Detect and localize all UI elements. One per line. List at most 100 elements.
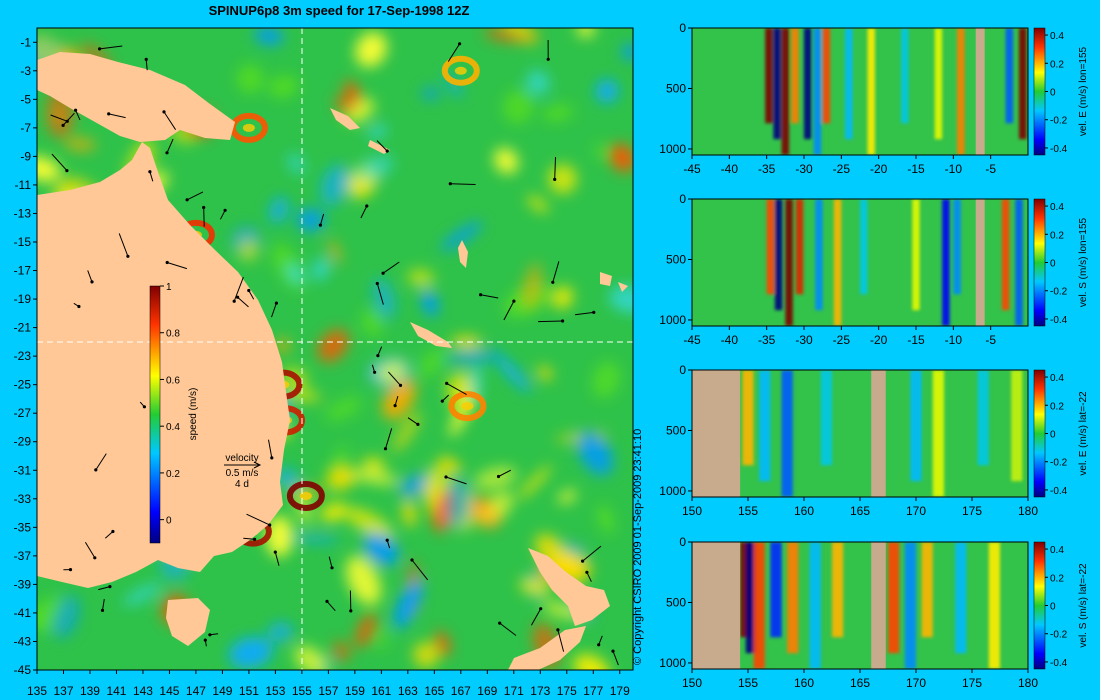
map-x-tick-label: 137 (53, 684, 73, 698)
section-y-tick-label: 0 (679, 363, 686, 377)
velocity-arrow (208, 633, 219, 637)
section-x-tick-label: -10 (945, 333, 963, 347)
map-x-tick-label: 163 (398, 684, 418, 698)
velocity-arrow (84, 541, 97, 560)
section-x-tick-label: 150 (682, 504, 702, 518)
velocity-legend-duration: 4 d (235, 479, 249, 490)
section-panel-2: -45 -40 -35 -30 -25 -20 -15 -10 -5 0 500 1000 0.4 0.2… (659, 192, 1089, 347)
map-x-tick-label: 135 (27, 684, 47, 698)
velocity-arrow (349, 590, 353, 613)
section-band (845, 28, 853, 140)
map-y-tick-label: -9 (20, 149, 31, 163)
section-band (765, 28, 773, 124)
velocity-arrow (376, 346, 383, 358)
velocity-arrow (104, 529, 115, 539)
section-y-tick-label: 500 (666, 252, 686, 266)
section-x-tick-label: 165 (850, 676, 870, 690)
section-x-tick-label: 160 (794, 676, 814, 690)
velocity-arrow (273, 550, 280, 566)
section-colorbar-4: 0.4 0.2 0 -0.2 -0.4 vel. S (m/s) lat=-22 (1033, 541, 1089, 670)
velocity-arrow (318, 213, 325, 227)
section-land (975, 28, 985, 155)
section-band (833, 199, 842, 326)
section-colorbar-tick: -0.2 (1050, 287, 1068, 298)
map-x-tick-label: 169 (477, 684, 497, 698)
section-band (904, 542, 916, 669)
section-x-tick-label: 160 (794, 504, 814, 518)
velocity-arrow (611, 649, 619, 666)
section-colorbar-1: 0.4 0.2 0 -0.2 -0.4 vel. E (m/s) lon=155 (1033, 27, 1089, 156)
velocity-arrow (271, 301, 278, 318)
velocity-arrow (479, 293, 499, 299)
section-x-tick-label: -30 (795, 162, 813, 176)
section-band (774, 199, 783, 311)
section-band (773, 28, 781, 140)
map-y-tick-label: -17 (14, 264, 32, 278)
section-band (1019, 28, 1027, 140)
section-colorbar-tick: 0.2 (1050, 573, 1064, 584)
section-band (860, 199, 868, 295)
map-y-tick-label: -31 (14, 463, 32, 477)
section-panel-4: 150 155 160 165 170 175 180 0 500 1000 0.4 0.2 0 -0.2… (659, 535, 1089, 690)
speed-colorbar-tick: 0 (166, 516, 172, 527)
velocity-arrow (407, 417, 420, 426)
velocity-arrow (63, 568, 73, 572)
velocity-arrow (371, 364, 377, 374)
map-x-tick-label: 173 (530, 684, 550, 698)
section-colorbar-tick: 0.4 (1050, 545, 1064, 556)
section-x-tick-label: 150 (682, 676, 702, 690)
speed-colorbar-label: speed (m/s) (188, 388, 199, 441)
map-x-tick-label: 179 (610, 684, 630, 698)
section-band (1011, 370, 1023, 482)
velocity-arrow (546, 39, 550, 61)
section-colorbar-label: vel. S (m/s) lon=155 (1078, 217, 1089, 307)
map-y-tick-label: -15 (14, 235, 32, 249)
section-x-tick-label: 180 (1018, 676, 1038, 690)
section-panel-1: -45 -40 -35 -30 -25 -20 -15 -10 -5 0 500 1000 0.4 0.2… (659, 21, 1089, 176)
section-colorbar-tick: 0 (1050, 88, 1056, 99)
velocity-arrow (243, 537, 257, 541)
map-x-tick-label: 165 (424, 684, 444, 698)
map-x-tick-label: 147 (186, 684, 206, 698)
map-x-tick-label: 143 (133, 684, 153, 698)
section-band (753, 542, 765, 669)
velocity-arrow (247, 288, 255, 300)
section-x-tick-label: 175 (962, 676, 982, 690)
section-colorbar-tick: -0.2 (1050, 458, 1068, 469)
section-x-tick-label: -30 (795, 333, 813, 347)
section-x-tick-label: 170 (906, 676, 926, 690)
section-band (832, 542, 844, 638)
velocity-arrow (574, 310, 596, 316)
section-band (766, 199, 775, 295)
section-x-tick-label: 175 (962, 504, 982, 518)
velocity-arrow (385, 538, 391, 549)
section-band (745, 542, 757, 654)
velocity-legend: velocity 0.5 m/s 4 d (224, 453, 262, 490)
figure-title: SPINUP6p8 3m speed for 17-Sep-1998 12Z (209, 3, 470, 18)
section-band (921, 542, 933, 638)
section-x-tick-label: 155 (738, 676, 758, 690)
eddy-feature-6 (448, 391, 487, 422)
map-y-tick-label: -33 (14, 492, 32, 506)
section-land (975, 199, 985, 326)
section-x-tick-label: -5 (985, 162, 996, 176)
section-y-tick-label: 1000 (659, 313, 686, 327)
map-y-tick-label: -21 (14, 321, 32, 335)
section-x-tick-label: -15 (907, 162, 925, 176)
speed-colorbar-tick: 0.8 (166, 329, 180, 340)
section-band (934, 28, 943, 140)
section-colorbar-tick: 0.4 (1050, 202, 1064, 213)
section-y-tick-label: 500 (666, 423, 686, 437)
section-y-tick-label: 1000 (659, 142, 686, 156)
section-colorbar-tick: 0 (1050, 430, 1056, 441)
section-colorbar-2: 0.4 0.2 0 -0.2 -0.4 vel. S (m/s) lon=155 (1033, 198, 1089, 327)
section-colorbar-tick: -0.4 (1050, 486, 1068, 497)
section-band (888, 542, 900, 654)
section-panel-3: 150 155 160 165 170 175 180 0 500 1000 0.4 0.2 0 -0.2… (659, 363, 1089, 518)
section-x-tick-label: -40 (721, 162, 739, 176)
map-x-tick-label: 175 (557, 684, 577, 698)
section-x-tick-label: -35 (758, 333, 776, 347)
velocity-arrow (498, 621, 517, 636)
section-land (871, 542, 886, 669)
speed-colorbar-tick: 0.6 (166, 375, 180, 386)
